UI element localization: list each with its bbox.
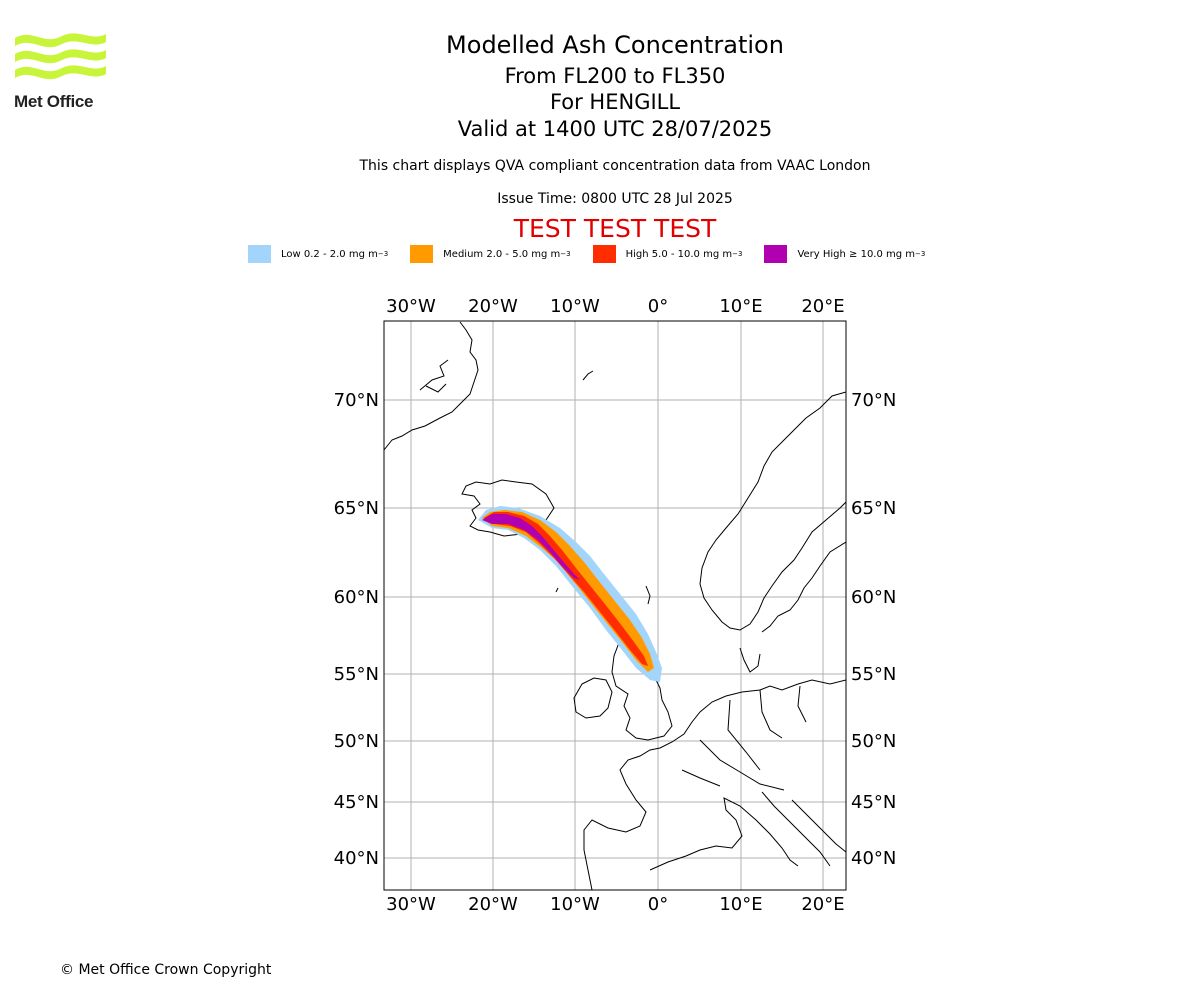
coast-norway: [699, 391, 846, 631]
lat-label-left: 40°N: [334, 848, 379, 869]
lat-label-right: 60°N: [851, 587, 896, 608]
test-banner: TEST TEST TEST: [513, 214, 717, 243]
lon-label-top: 10°W: [550, 296, 600, 317]
map-frame: [383, 320, 847, 891]
lat-label-left: 45°N: [334, 792, 379, 813]
met-office-logo: Met Office: [14, 30, 109, 112]
legend-item-very-high: Very High ≥ 10.0 mg m −3: [764, 245, 925, 263]
flight-levels: From FL200 to FL350: [504, 64, 726, 88]
coast-continent: [583, 679, 846, 890]
lat-label-left: 65°N: [334, 498, 379, 519]
lon-label-bottom: 10°W: [550, 894, 600, 915]
legend-label-high: High 5.0 - 10.0 mg m: [625, 248, 733, 260]
legend-swatch-low: [248, 245, 271, 263]
lat-label-right: 65°N: [851, 498, 896, 519]
lat-label-left: 50°N: [334, 731, 379, 752]
logo-waves-icon: [15, 33, 106, 80]
coast-ireland: [573, 677, 613, 719]
lon-label-top: 0°: [648, 296, 668, 317]
lon-label-bottom: 20°W: [468, 894, 518, 915]
coast-denmark: [739, 647, 761, 673]
legend-label-low: Low 0.2 - 2.0 mg m: [281, 248, 378, 260]
border-lines: [681, 685, 807, 791]
legend-item-high: High 5.0 - 10.0 mg m −3: [592, 245, 743, 263]
coast-mediterranean: [649, 797, 799, 871]
chart-title: Modelled Ash Concentration: [446, 31, 784, 59]
legend-unit-exponent: −3: [377, 250, 389, 258]
lon-label-top: 20°W: [468, 296, 518, 317]
lat-label-right: 45°N: [851, 792, 896, 813]
legend-item-low: Low 0.2 - 2.0 mg m −3: [248, 245, 388, 263]
volcano-name: For HENGILL: [549, 90, 681, 114]
lat-label-right: 40°N: [851, 848, 896, 869]
coast-faroe: [555, 587, 559, 593]
legend-unit-exponent: −3: [915, 250, 926, 258]
coast-greenland-fjords: [419, 359, 449, 393]
logo-text: Met Office: [14, 92, 94, 111]
coast-sweden: [761, 541, 846, 633]
valid-time: Valid at 1400 UTC 28/07/2025: [457, 117, 773, 141]
lon-label-bottom: 10°E: [719, 894, 762, 915]
legend-label-medium: Medium 2.0 - 5.0 mg m: [443, 248, 561, 260]
legend: Low 0.2 - 2.0 mg m −3 Medium 2.0 - 5.0 mg…: [248, 244, 947, 264]
legend-swatch-very-high: [764, 245, 788, 263]
lat-label-right: 50°N: [851, 731, 896, 752]
legend-label-very-high: Very High ≥ 10.0 mg m: [797, 248, 916, 260]
lon-label-bottom: 20°E: [801, 894, 844, 915]
legend-swatch-medium: [410, 245, 434, 263]
copyright: © Met Office Crown Copyright: [60, 962, 272, 978]
coast-balkans: [791, 799, 846, 853]
legend-swatch-high: [592, 245, 616, 263]
legend-unit-exponent: −3: [560, 250, 571, 258]
description: This chart displays QVA compliant concen…: [359, 158, 871, 174]
lat-label-left: 60°N: [334, 587, 379, 608]
ash-concentration-map: 30°W 20°W 10°W 0° 10°E 20°E 30°W 20°W 10…: [334, 296, 897, 915]
legend-unit-exponent: −3: [732, 250, 743, 258]
coast-iceland: [461, 479, 555, 537]
coast-shetland: [645, 585, 651, 605]
coast-italy-east: [761, 791, 831, 867]
lon-label-top: 10°E: [719, 296, 762, 317]
ash-high-region: [484, 512, 648, 666]
lat-label-left: 55°N: [334, 664, 379, 685]
lat-label-left: 70°N: [334, 390, 379, 411]
coast-jan-mayen: [582, 370, 594, 381]
coastlines: [384, 321, 846, 890]
legend-item-medium: Medium 2.0 - 5.0 mg m −3: [410, 245, 571, 263]
ash-very-high-region: [482, 514, 580, 580]
ash-plume: [478, 506, 662, 682]
lon-label-top: 20°E: [801, 296, 844, 317]
lon-label-bottom: 0°: [648, 894, 668, 915]
lon-label-bottom: 30°W: [386, 894, 436, 915]
coast-greenland: [384, 321, 479, 451]
lat-label-right: 70°N: [851, 390, 896, 411]
graticule: [384, 321, 846, 890]
issue-time: Issue Time: 0800 UTC 28 Jul 2025: [497, 191, 733, 207]
ash-low-region: [478, 506, 662, 682]
lat-label-right: 55°N: [851, 664, 896, 685]
lon-label-top: 30°W: [386, 296, 436, 317]
